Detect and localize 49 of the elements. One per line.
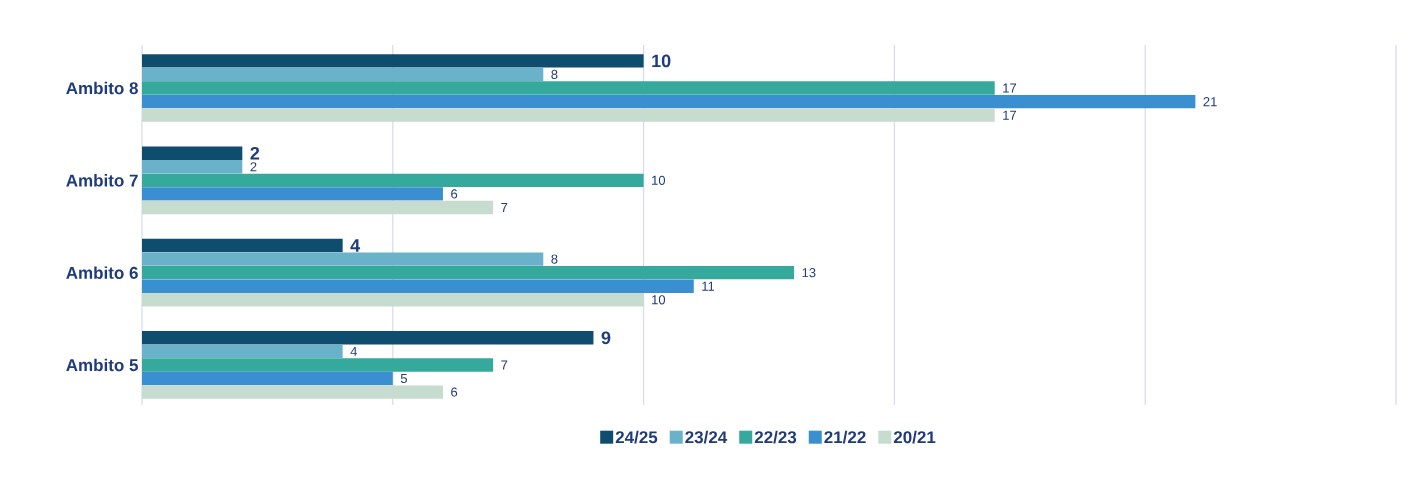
legend-label: 22/23 [754,430,797,444]
bar [142,173,644,188]
bar [142,67,544,82]
data-label: 10 [652,175,666,185]
bar [142,252,544,266]
data-label: 21 [1203,97,1217,107]
data-label: 13 [802,268,816,278]
bar [142,146,243,160]
bar [142,54,644,68]
bar [142,293,644,307]
bar [142,265,795,280]
data-label: 2 [250,162,257,172]
y-tick-label: Ambito 6 [66,266,138,279]
data-label: 17 [1003,110,1017,120]
bar [142,108,995,122]
bar [142,200,494,215]
data-label: 4 [350,239,361,252]
bar [142,160,243,174]
data-label: 6 [451,387,458,397]
data-label: 6 [451,189,458,199]
bar [142,344,343,359]
data-label: 4 [350,346,358,356]
data-label: 8 [551,254,558,264]
bar [142,279,694,293]
bar [142,238,343,253]
data-label: 17 [1003,83,1017,93]
legend-label: 24/25 [615,430,658,444]
bar [142,358,494,372]
data-label: 10 [652,295,666,305]
data-label: 9 [601,331,611,345]
bar [142,371,393,386]
bar [142,187,443,201]
data-label: 8 [551,69,558,80]
y-tick-label: Ambito 5 [66,358,138,372]
y-tick-label: Ambito 8 [66,81,138,95]
data-label: 2 [250,146,260,160]
legend-label: 23/24 [685,430,728,444]
bar [142,331,594,345]
data-label: 10 [652,54,671,68]
legend-label: 20/21 [893,430,936,444]
bar [142,81,995,95]
bar [142,94,1196,109]
data-label: 7 [501,203,508,212]
bar [142,385,443,399]
data-label: 5 [400,373,408,384]
legend-label: 21/22 [824,430,866,444]
data-label: 7 [501,360,508,370]
y-tick-label: Ambito 7 [66,174,138,187]
data-label: 11 [702,281,715,291]
